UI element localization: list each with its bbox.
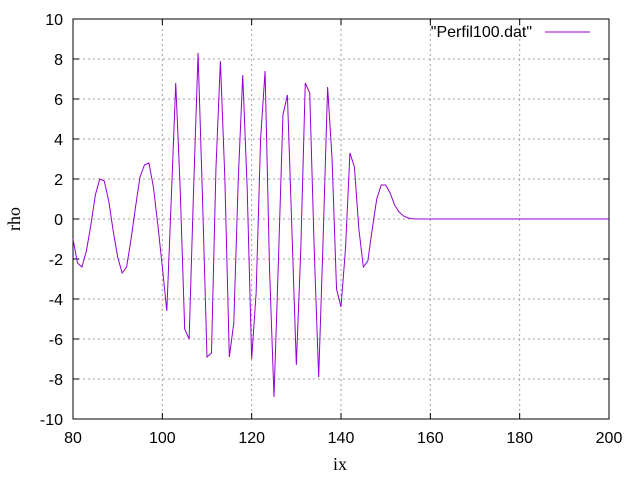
axis-ticks: 80 100 120 140 160 180 200 -10 -8 -6 -4 -2 0 2 4 6 8 10	[40, 12, 623, 447]
y-tick-label: -6	[49, 332, 63, 349]
series-line	[72, 52, 609, 398]
x-tick-label: 160	[417, 430, 444, 447]
legend-label: "Perfil100.dat"	[431, 24, 532, 41]
x-tick-label: 200	[596, 430, 623, 447]
grid	[73, 19, 609, 419]
x-axis-title: ix	[333, 454, 347, 474]
y-tick-label: 0	[54, 212, 63, 229]
legend: "Perfil100.dat"	[431, 24, 590, 41]
x-tick-label: 100	[149, 430, 176, 447]
y-tick-label: 10	[45, 12, 63, 29]
x-tick-label: 120	[238, 430, 265, 447]
series-layer	[72, 52, 609, 398]
y-tick-label: -2	[49, 252, 63, 269]
y-tick-label: 6	[54, 92, 63, 109]
x-tick-label: 140	[328, 430, 355, 447]
y-tick-label: -10	[40, 412, 63, 429]
y-tick-label: 8	[54, 52, 63, 69]
y-axis-title: rho	[4, 207, 24, 231]
x-tick-label: 80	[64, 430, 82, 447]
y-tick-label: -4	[49, 292, 63, 309]
y-tick-label: 4	[54, 132, 63, 149]
y-tick-label: 2	[54, 172, 63, 189]
y-tick-label: -8	[49, 372, 63, 389]
x-tick-label: 180	[506, 430, 533, 447]
